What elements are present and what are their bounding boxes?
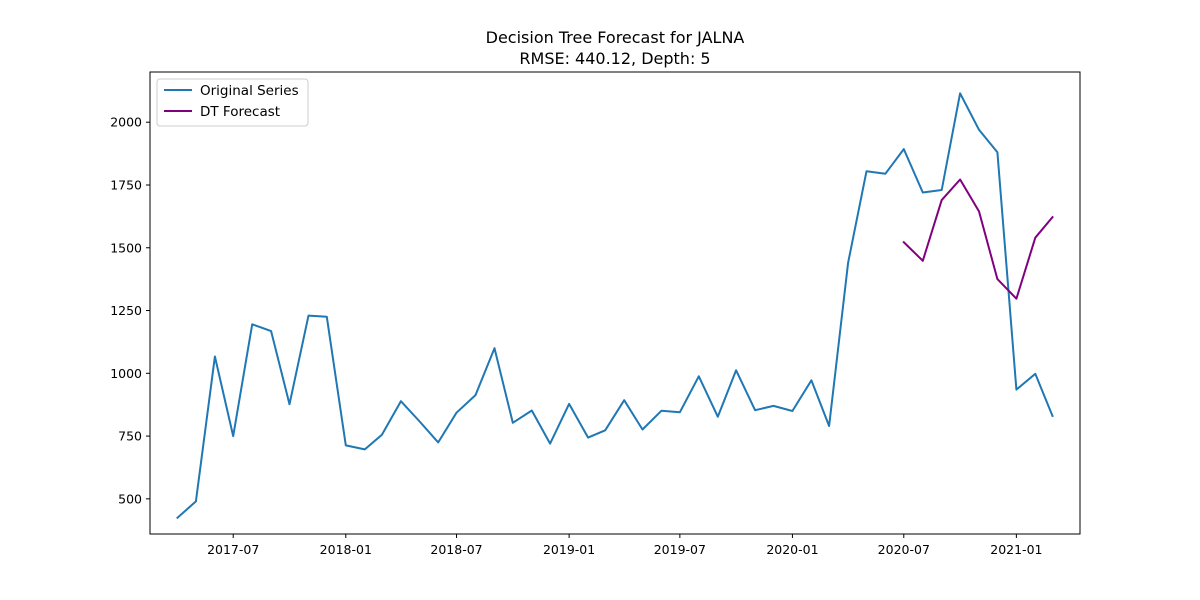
y-tick-label: 1250 [110, 303, 142, 318]
x-tick-label: 2019-07 [654, 542, 706, 557]
x-tick-label: 2020-07 [878, 542, 930, 557]
plot-frame [149, 71, 1081, 535]
series-line-dt-forecast [902, 178, 1054, 300]
series-line-original-series [176, 92, 1054, 520]
legend-label-original-series: Original Series [200, 83, 299, 99]
chart-title: Decision Tree Forecast for JALNA [486, 28, 745, 47]
y-tick-label: 1000 [110, 366, 142, 381]
x-axis: 2017-07 2018-01 2018-07 2019-01 2019-07 2020-… [207, 534, 1042, 557]
y-tick-label: 2000 [110, 115, 142, 130]
y-axis: 500 750 1000 1250 1500 1750 2000 [110, 115, 150, 506]
x-tick-label: 2017-07 [207, 542, 259, 557]
x-tick-label: 2018-01 [320, 542, 372, 557]
x-tick-label: 2019-01 [543, 542, 595, 557]
series-layer [176, 92, 1054, 520]
legend-box [156, 78, 309, 127]
y-tick-label: 750 [118, 429, 142, 444]
x-tick-label: 2020-01 [766, 542, 818, 557]
x-tick-label: 2018-07 [430, 542, 482, 557]
y-tick-label: 1750 [110, 177, 142, 192]
y-tick-label: 1500 [110, 240, 142, 255]
legend: Original Series DT Forecast [156, 78, 309, 127]
chart-subtitle: RMSE: 440.12, Depth: 5 [519, 49, 710, 68]
legend-label-dt-forecast: DT Forecast [200, 104, 280, 120]
plot-area [149, 71, 1081, 535]
x-tick-label: 2021-01 [990, 542, 1042, 557]
y-tick-label: 500 [118, 491, 142, 506]
